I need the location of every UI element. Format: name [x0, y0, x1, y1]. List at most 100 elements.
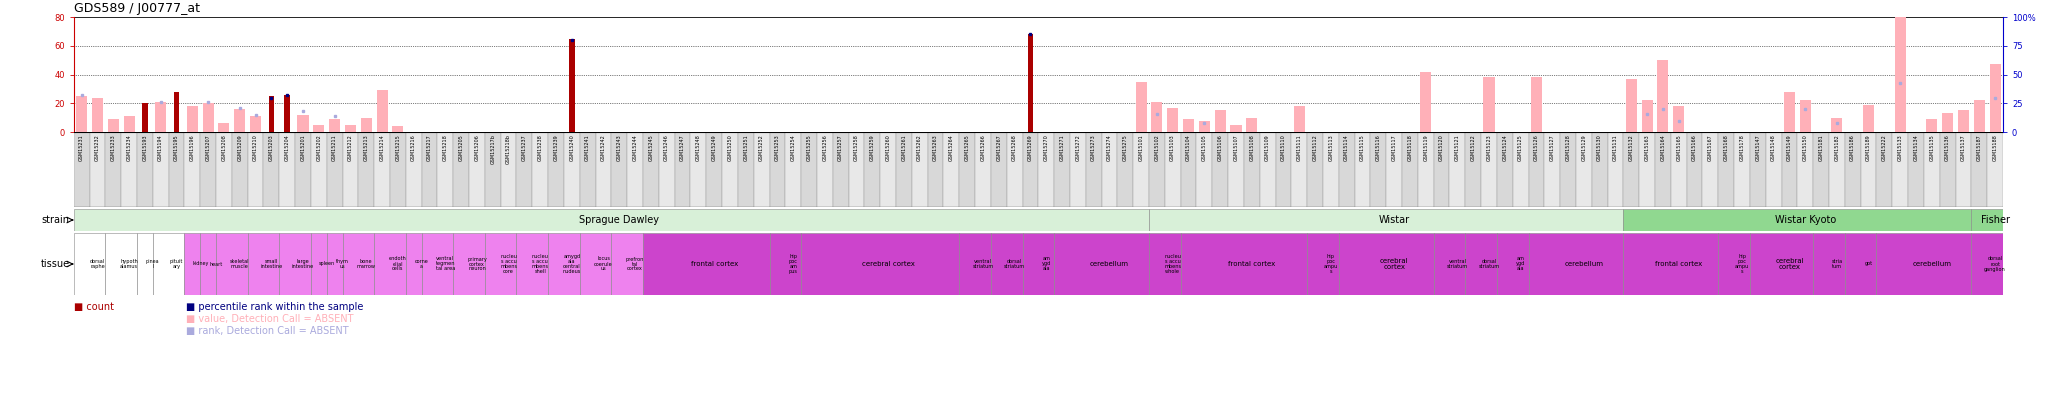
Text: Fisher: Fisher	[1980, 215, 2009, 225]
Text: GSM15201: GSM15201	[301, 134, 305, 161]
Bar	[770, 233, 801, 295]
Text: GSM15125: GSM15125	[1518, 134, 1524, 161]
Bar	[1354, 132, 1370, 207]
Bar	[1038, 132, 1055, 207]
Text: GSM15205: GSM15205	[459, 134, 463, 161]
Text: GSM15130: GSM15130	[1597, 134, 1602, 161]
Text: hip
poc
ampu
s: hip poc ampu s	[1735, 254, 1749, 274]
Bar	[406, 233, 422, 295]
Bar	[1386, 132, 1403, 207]
Bar	[1528, 233, 1624, 295]
Bar	[1642, 100, 1653, 132]
Text: GSM15238: GSM15238	[539, 134, 543, 161]
Text: GSM15259: GSM15259	[870, 134, 874, 161]
Text: cerebral cortex: cerebral cortex	[862, 261, 915, 267]
Bar	[74, 233, 104, 295]
Bar	[928, 132, 944, 207]
Bar	[154, 132, 168, 207]
Bar	[137, 132, 154, 207]
Text: GSM15193: GSM15193	[143, 134, 147, 161]
Bar	[817, 132, 834, 207]
Text: GSM15268: GSM15268	[1012, 134, 1018, 161]
Text: GSM15218: GSM15218	[442, 134, 449, 161]
Text: large
intestine: large intestine	[293, 259, 313, 269]
Text: GSM15108: GSM15108	[1249, 134, 1253, 161]
Bar	[627, 132, 643, 207]
Text: GSM15109: GSM15109	[1266, 134, 1270, 161]
Bar	[532, 132, 549, 207]
Bar	[1892, 132, 1909, 207]
Bar	[580, 132, 596, 207]
Bar	[1292, 132, 1307, 207]
Text: GSM15222: GSM15222	[1882, 134, 1886, 161]
Text: nucleu
s accu
mbens
whole: nucleu s accu mbens whole	[1163, 254, 1182, 274]
Bar	[1876, 233, 1972, 295]
Bar	[438, 132, 453, 207]
Text: GSM15119: GSM15119	[1423, 134, 1427, 161]
Bar	[1229, 132, 1243, 207]
Text: GSM15263: GSM15263	[934, 134, 938, 161]
Text: GSM15266: GSM15266	[981, 134, 985, 161]
Text: heart: heart	[209, 262, 223, 266]
Bar	[1133, 132, 1149, 207]
Text: primary
cortex
neuron: primary cortex neuron	[467, 256, 487, 271]
Bar	[1876, 132, 1892, 207]
Bar	[723, 132, 737, 207]
Bar	[1180, 132, 1196, 207]
Text: stria
tum: stria tum	[1831, 259, 1843, 269]
Text: GSM15209: GSM15209	[238, 134, 242, 161]
Bar	[453, 132, 469, 207]
Bar	[1862, 132, 1876, 207]
Text: ■ rank, Detection Call = ABSENT: ■ rank, Detection Call = ABSENT	[186, 326, 348, 336]
Bar	[1591, 132, 1608, 207]
Bar	[1196, 132, 1212, 207]
Text: GSM15134: GSM15134	[1913, 134, 1919, 161]
Text: GSM15128: GSM15128	[1565, 134, 1571, 161]
Text: GSM15275: GSM15275	[1122, 134, 1128, 161]
Bar	[1165, 132, 1180, 207]
Bar	[1069, 132, 1085, 207]
Bar	[1149, 233, 1180, 295]
Text: ventral
striatum: ventral striatum	[973, 259, 993, 269]
Bar	[1923, 132, 1939, 207]
Text: GSM15196: GSM15196	[190, 134, 195, 161]
Bar	[295, 132, 311, 207]
Bar	[1419, 72, 1432, 132]
Bar	[422, 132, 438, 207]
Text: locus
coerule
us: locus coerule us	[594, 256, 612, 271]
Text: GSM15247: GSM15247	[680, 134, 684, 161]
Bar	[393, 126, 403, 132]
Text: GSM15189: GSM15189	[1866, 134, 1872, 161]
Text: GSM15218b: GSM15218b	[506, 134, 512, 164]
Bar	[121, 132, 137, 207]
Bar	[707, 132, 723, 207]
Text: dorsal
root
ganglion: dorsal root ganglion	[1985, 256, 2005, 271]
Bar	[1812, 233, 1845, 295]
Text: cerebral
cortex: cerebral cortex	[1380, 258, 1409, 270]
Bar	[1276, 132, 1292, 207]
Bar	[1370, 132, 1386, 207]
Bar	[1450, 132, 1464, 207]
Text: Wistar: Wistar	[1378, 215, 1409, 225]
Text: cerebellum: cerebellum	[1913, 261, 1952, 267]
Text: nucleu
s accu
mbens
core: nucleu s accu mbens core	[500, 254, 516, 274]
Bar	[770, 132, 784, 207]
Bar	[1942, 113, 1954, 132]
Bar	[248, 132, 264, 207]
Text: GSM15250: GSM15250	[727, 134, 733, 161]
Bar	[1184, 119, 1194, 132]
Text: GSM15206: GSM15206	[475, 134, 479, 161]
Text: GSM15273: GSM15273	[1092, 134, 1096, 161]
Bar	[1608, 132, 1624, 207]
Text: GSM15101: GSM15101	[1139, 134, 1143, 161]
Bar	[250, 116, 260, 132]
Text: GSM15231: GSM15231	[80, 134, 84, 161]
Bar	[360, 117, 373, 132]
Bar	[516, 132, 532, 207]
Bar	[1972, 132, 1987, 207]
Text: GSM15237: GSM15237	[522, 134, 526, 161]
Bar	[690, 132, 707, 207]
Text: skeletal
muscle: skeletal muscle	[229, 259, 250, 269]
Bar	[881, 132, 897, 207]
Bar	[911, 132, 928, 207]
